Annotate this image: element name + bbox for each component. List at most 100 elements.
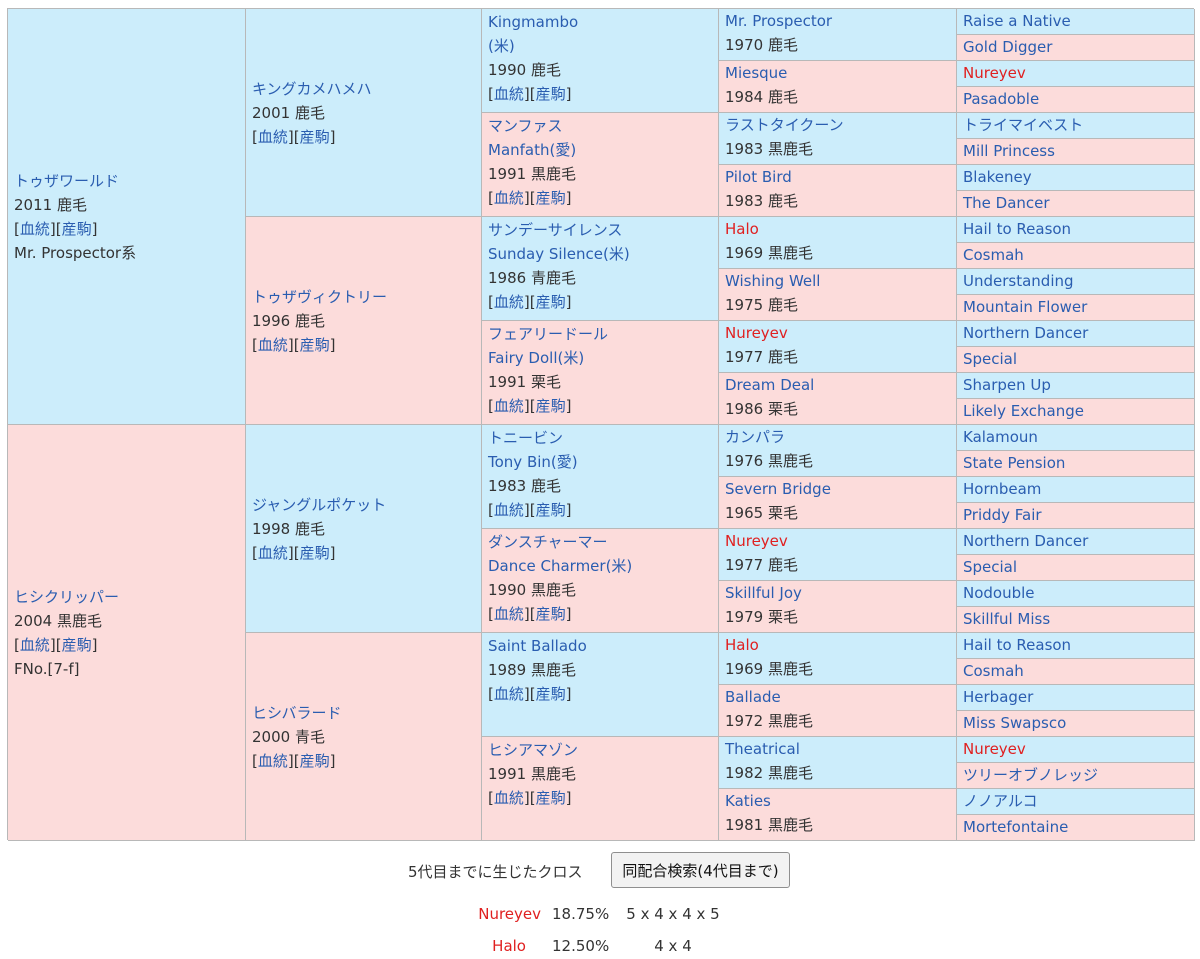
- horse-name-link[interactable]: ジャングルポケット: [252, 495, 387, 514]
- horse-name-link[interactable]: Likely Exchange: [963, 402, 1085, 420]
- horse-name-link[interactable]: Priddy Fair: [963, 506, 1042, 524]
- offspring-link[interactable]: 産駒: [61, 635, 92, 654]
- pedigree-link[interactable]: 血統: [493, 501, 524, 519]
- horse-name-link[interactable]: Mill Princess: [963, 142, 1055, 160]
- pedigree-link[interactable]: 血統: [493, 189, 524, 207]
- horse-name-link[interactable]: Nureyev: [963, 64, 1026, 82]
- horse-name-link[interactable]: Hail to Reason: [963, 636, 1072, 654]
- cross-horse-name[interactable]: Nureyev: [478, 905, 541, 923]
- horse-name-link[interactable]: Dream Deal: [725, 376, 815, 394]
- offspring-link[interactable]: 産駒: [299, 751, 330, 770]
- horse-name-link[interactable]: マンファス: [488, 117, 563, 135]
- horse-name-link[interactable]: Special: [963, 350, 1018, 368]
- horse-name-link[interactable]: Nureyev: [725, 532, 788, 550]
- horse-name-link[interactable]: Wishing Well: [725, 272, 821, 290]
- horse-name-link[interactable]: Gold Digger: [963, 38, 1053, 56]
- horse-name-link[interactable]: ノノアルコ: [963, 792, 1038, 810]
- horse-name-link[interactable]: Skillful Miss: [963, 610, 1051, 628]
- horse-name-link[interactable]: トゥザワールド: [14, 171, 120, 190]
- pedigree-link[interactable]: 血統: [257, 335, 288, 354]
- horse-name-link[interactable]: ツリーオブノレッジ: [963, 766, 1099, 784]
- offspring-link[interactable]: 産駒: [299, 127, 330, 146]
- offspring-link[interactable]: 産駒: [535, 501, 566, 519]
- horse-name-link[interactable]: The Dancer: [963, 194, 1050, 212]
- offspring-link[interactable]: 産駒: [535, 789, 566, 807]
- bracket: ][: [49, 635, 62, 654]
- pedigree-link[interactable]: 血統: [19, 219, 50, 238]
- horse-name-link[interactable]: キングカメハメハ: [252, 79, 372, 98]
- horse-name-link[interactable]: Raise a Native: [963, 12, 1071, 30]
- horse-name-link[interactable]: Katies: [725, 792, 771, 810]
- horse-name-link[interactable]: Theatrical: [725, 740, 800, 758]
- horse-name-link[interactable]: Sunday Silence(米): [488, 245, 630, 263]
- pedigree-link[interactable]: 血統: [493, 605, 524, 623]
- offspring-link[interactable]: 産駒: [535, 189, 566, 207]
- cross-horse-name[interactable]: Halo: [492, 937, 526, 955]
- horse-name-link[interactable]: Cosmah: [963, 662, 1024, 680]
- horse-name-link[interactable]: Saint Ballado: [488, 637, 587, 655]
- horse-name-link[interactable]: Blakeney: [963, 168, 1032, 186]
- pedigree-link[interactable]: 血統: [257, 543, 288, 562]
- horse-name-link[interactable]: Mr. Prospector: [725, 12, 833, 30]
- horse-name-link[interactable]: カンパラ: [725, 428, 786, 446]
- pedigree-link[interactable]: 血統: [493, 293, 524, 311]
- horse-name-link[interactable]: Hornbeam: [963, 480, 1042, 498]
- horse-name-link[interactable]: Cosmah: [963, 246, 1024, 264]
- pedigree-link[interactable]: 血統: [493, 789, 524, 807]
- offspring-link[interactable]: 産駒: [535, 605, 566, 623]
- offspring-link[interactable]: 産駒: [61, 219, 92, 238]
- horse-name-link[interactable]: State Pension: [963, 454, 1066, 472]
- same-mating-search-button[interactable]: 同配合検索(4代目まで): [611, 852, 790, 888]
- horse-name-link[interactable]: Tony Bin(愛): [488, 453, 578, 471]
- horse-name-link[interactable]: フェアリードール: [488, 325, 609, 343]
- horse-name-link[interactable]: Sharpen Up: [963, 376, 1051, 394]
- horse-name-link[interactable]: Halo: [725, 220, 759, 238]
- horse-name-link[interactable]: Nureyev: [725, 324, 788, 342]
- horse-name-link[interactable]: Miesque: [725, 64, 788, 82]
- horse-name-link[interactable]: Fairy Doll(米): [488, 349, 585, 367]
- pedigree-link[interactable]: 血統: [257, 751, 288, 770]
- horse-name-link[interactable]: Miss Swapsco: [963, 714, 1067, 732]
- horse-name-link[interactable]: トライマイベスト: [963, 116, 1084, 134]
- horse-name-link[interactable]: ヒシバラード: [252, 703, 342, 722]
- offspring-link[interactable]: 産駒: [535, 293, 566, 311]
- horse-name-link[interactable]: Mountain Flower: [963, 298, 1088, 316]
- horse-name-link[interactable]: ヒシクリッパー: [14, 587, 120, 606]
- pedigree-link[interactable]: 血統: [19, 635, 50, 654]
- horse-name-link[interactable]: ヒシアマゾン: [488, 741, 579, 759]
- horse-name-link[interactable]: トゥザヴィクトリー: [252, 287, 388, 306]
- pedigree-link[interactable]: 血統: [257, 127, 288, 146]
- horse-name-link[interactable]: Pasadoble: [963, 90, 1040, 108]
- horse-name-link[interactable]: Special: [963, 558, 1018, 576]
- horse-name-link[interactable]: サンデーサイレンス: [488, 221, 623, 239]
- offspring-link[interactable]: 産駒: [535, 685, 566, 703]
- offspring-link[interactable]: 産駒: [535, 85, 566, 103]
- horse-name-link[interactable]: Kingmambo: [488, 13, 579, 31]
- pedigree-link[interactable]: 血統: [493, 685, 524, 703]
- horse-name-link[interactable]: Manfath(愛): [488, 141, 577, 159]
- horse-name-link[interactable]: Ballade: [725, 688, 781, 706]
- pedigree-link[interactable]: 血統: [493, 397, 524, 415]
- offspring-link[interactable]: 産駒: [299, 543, 330, 562]
- horse-name-link[interactable]: Skillful Joy: [725, 584, 802, 602]
- horse-name-link[interactable]: Hail to Reason: [963, 220, 1072, 238]
- horse-name-link[interactable]: Halo: [725, 636, 759, 654]
- horse-name-link[interactable]: Northern Dancer: [963, 532, 1089, 550]
- horse-name-link[interactable]: Kalamoun: [963, 428, 1038, 446]
- horse-name-link[interactable]: Northern Dancer: [963, 324, 1089, 342]
- horse-name-link[interactable]: ラストタイクーン: [725, 116, 844, 134]
- horse-name-link[interactable]: Severn Bridge: [725, 480, 831, 498]
- horse-name-link[interactable]: Nodouble: [963, 584, 1035, 602]
- horse-name-link[interactable]: Dance Charmer(米): [488, 557, 633, 575]
- horse-name-link[interactable]: Nureyev: [963, 740, 1026, 758]
- horse-name-link[interactable]: Herbager: [963, 688, 1034, 706]
- offspring-link[interactable]: 産駒: [299, 335, 330, 354]
- pedigree-link[interactable]: 血統: [493, 85, 524, 103]
- horse-name-link[interactable]: Mortefontaine: [963, 818, 1069, 836]
- horse-name-link[interactable]: Pilot Bird: [725, 168, 792, 186]
- horse-name-link[interactable]: ダンスチャーマー: [488, 533, 608, 551]
- horse-name-link[interactable]: Understanding: [963, 272, 1074, 290]
- offspring-link[interactable]: 産駒: [535, 397, 566, 415]
- horse-name-link[interactable]: トニービン: [488, 429, 564, 447]
- horse-name-link[interactable]: (米): [488, 37, 515, 55]
